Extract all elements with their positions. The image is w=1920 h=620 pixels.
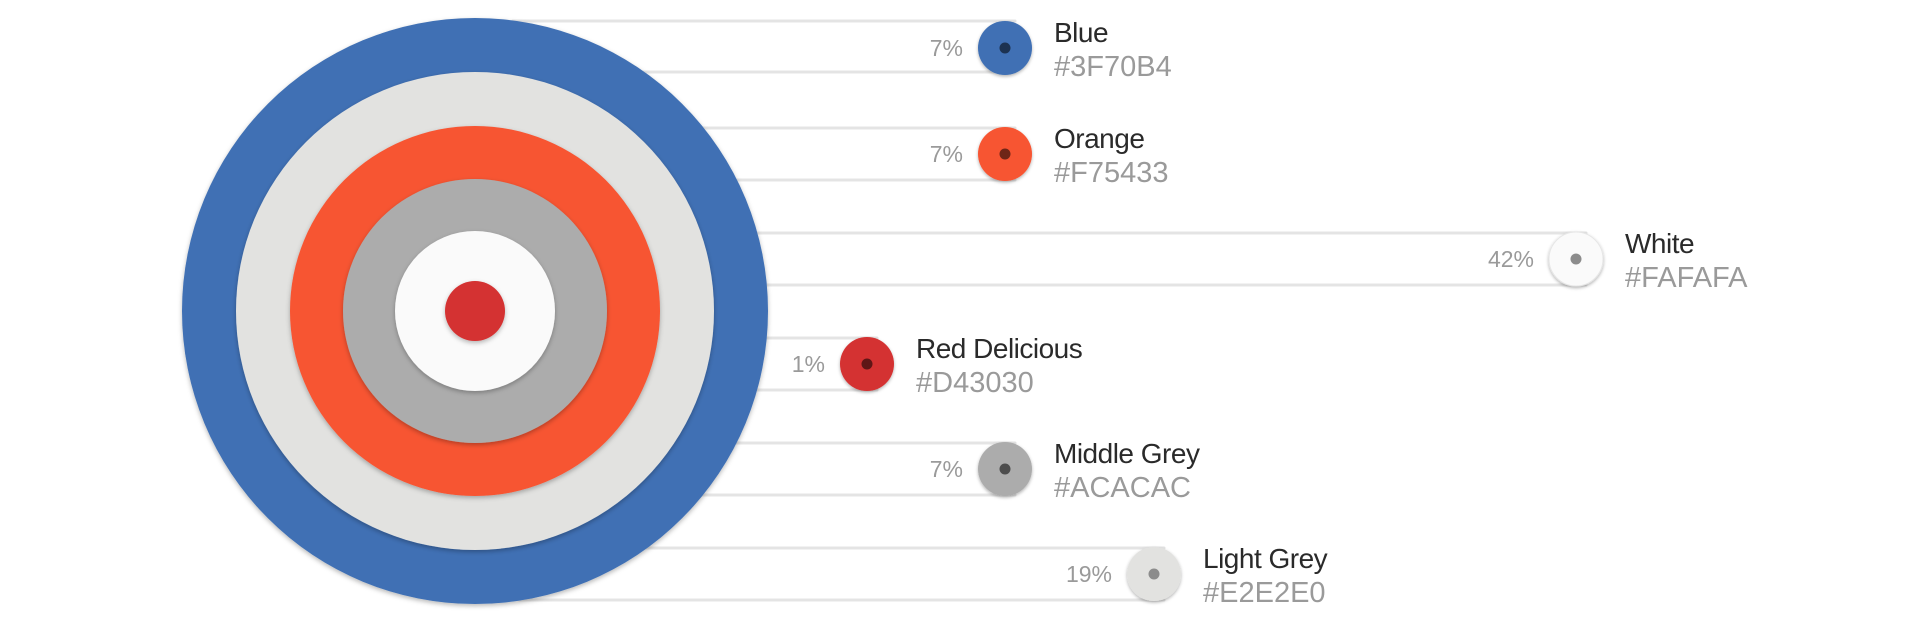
legend-entry-light-grey: 19% Light Grey#E2E2E0 [1066, 543, 1328, 609]
ring-red-delicious [445, 281, 505, 341]
legend-entry-white: 42% White#FAFAFA [1488, 228, 1748, 294]
legend-entry-red-delicious: 1% Red Delicious#D43030 [792, 333, 1083, 399]
color-name-blue: Blue [1054, 17, 1108, 48]
leader-lines [511, 19, 1588, 602]
hex-code-red-delicious: #D43030 [916, 367, 1034, 399]
swatch-center-dot [1570, 253, 1582, 265]
hex-code-blue: #3F70B4 [1054, 51, 1172, 83]
color-name-middle-grey: Middle Grey [1054, 438, 1200, 469]
percent-label-blue: 7% [930, 35, 963, 61]
percent-label-orange: 7% [930, 141, 963, 167]
hex-code-light-grey: #E2E2E0 [1203, 577, 1326, 609]
swatch-center-dot [861, 358, 873, 370]
color-name-white: White [1625, 228, 1694, 259]
legend-entry-orange: 7% Orange#F75433 [930, 123, 1169, 189]
swatch-center-dot [999, 42, 1011, 54]
percent-label-middle-grey: 7% [930, 456, 963, 482]
hex-code-orange: #F75433 [1054, 157, 1169, 189]
percent-label-white: 42% [1488, 246, 1534, 272]
swatch-center-dot [999, 148, 1011, 160]
legend-entry-middle-grey: 7% Middle Grey#ACACAC [930, 438, 1201, 504]
percent-label-light-grey: 19% [1066, 561, 1112, 587]
rings [182, 18, 768, 604]
color-name-orange: Orange [1054, 123, 1144, 154]
color-name-light-grey: Light Grey [1203, 543, 1328, 574]
swatch-center-dot [999, 463, 1011, 475]
hex-code-white: #FAFAFA [1625, 262, 1748, 294]
percent-label-red-delicious: 1% [792, 351, 825, 377]
color-name-red-delicious: Red Delicious [916, 333, 1082, 364]
swatch-center-dot [1148, 568, 1160, 580]
legend: 7% Blue#3F70B4 7% Orange#F75433 42% White#FAF… [792, 17, 1748, 609]
hex-code-middle-grey: #ACACAC [1054, 472, 1191, 504]
legend-entry-blue: 7% Blue#3F70B4 [930, 17, 1172, 83]
